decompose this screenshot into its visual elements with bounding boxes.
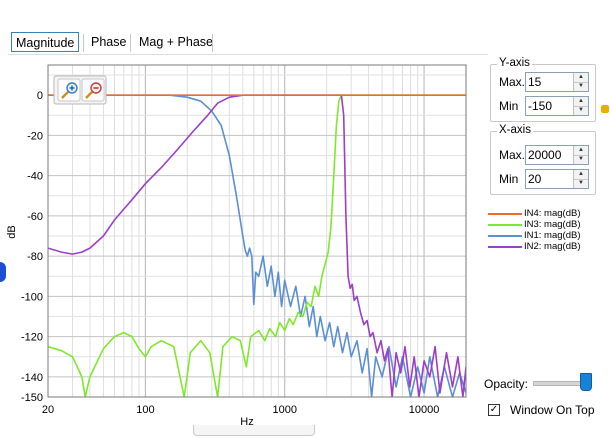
y-tick-label: -150 [21,392,43,404]
y-max-down-icon[interactable]: ▼ [578,83,584,89]
tab-phase[interactable]: Phase [91,35,127,49]
tab-separator [130,34,131,52]
x-axis-group-title: X-axis [497,124,533,136]
zoom-out-button[interactable] [81,78,105,102]
tab-mag-phase[interactable]: Mag + Phase [139,35,214,49]
legend-swatch [488,235,522,237]
x-max-input[interactable] [528,147,570,163]
legend-swatch [488,213,522,215]
y-axis-group-title: Y-axis [497,57,532,69]
legend-swatch [488,246,522,248]
zoom-toolbar [53,75,107,105]
legend-label: IN1: mag(dB) [524,230,581,241]
window-on-top-checkbox[interactable]: ✓ [488,404,500,416]
legend-label: IN3: mag(dB) [524,219,581,230]
right-edge-icon [601,105,609,113]
y-min-input[interactable] [528,98,570,114]
legend-swatch [488,224,522,226]
y-min-label: Min [499,99,519,113]
tab-separator [83,34,84,52]
x-min-input[interactable] [528,171,570,187]
y-tick-label: -120 [21,332,43,344]
tab-underline [8,54,488,55]
legend-item: IN4: mag(dB) [488,208,608,219]
x-max-spin-buttons: ▲ ▼ [573,146,588,164]
tab-magnitude[interactable]: Magnitude [11,32,80,52]
opacity-label: Opacity: [484,377,529,391]
chart-grid [47,65,467,398]
x-max-label: Max. [499,148,526,162]
x-min-label: Min [499,172,519,186]
legend-item: IN2: mag(dB) [488,241,608,252]
x-max-down-icon[interactable]: ▼ [578,156,584,162]
y-tick-label: -40 [27,171,43,183]
x-min-spin-buttons: ▲ ▼ [573,170,588,188]
x-max-spinner[interactable]: ▲ ▼ [525,145,589,165]
x-tick-label: 20 [42,404,54,416]
x-min-spinner[interactable]: ▲ ▼ [525,169,589,189]
y-max-input[interactable] [528,74,570,90]
y-max-label: Max. [499,75,526,89]
y-min-up-icon[interactable]: ▲ [574,97,588,107]
y-max-spin-buttons: ▲ ▼ [573,73,588,91]
series-line [48,94,466,397]
y-tick-label: -80 [27,251,43,263]
y-min-down-icon[interactable]: ▼ [578,107,584,113]
y-min-spinner[interactable]: ▲ ▼ [525,96,589,116]
y-tick-label: -60 [27,211,43,223]
legend-label: IN4: mag(dB) [524,208,581,219]
x-min-down-icon[interactable]: ▼ [578,180,584,186]
y-axis-label: dB [6,225,18,238]
y-axis-group: Y-axis Max. ▲ ▼ Min ▲ ▼ [490,57,596,122]
x-axis-group: X-axis Max. ▲ ▼ Min ▲ ▼ [490,124,596,195]
y-max-up-icon[interactable]: ▲ [574,73,588,83]
plot-background [48,65,466,397]
tab-separator [212,34,213,52]
y-tick-label: -100 [21,291,43,303]
window-on-top-label: Window On Top [510,403,595,417]
bottom-tab-fragment [193,425,315,436]
y-max-spinner[interactable]: ▲ ▼ [525,72,589,92]
x-max-up-icon[interactable]: ▲ [574,146,588,156]
zoom-in-icon [61,82,78,99]
y-tick-label: -20 [27,130,43,142]
x-min-up-icon[interactable]: ▲ [574,170,588,180]
series-line [48,94,466,397]
chart-series [48,94,466,397]
legend-label: IN2: mag(dB) [524,241,581,252]
chart-legend: IN4: mag(dB) IN3: mag(dB) IN1: mag(dB) IN2:… [488,208,608,252]
x-tick-label: 100 [136,404,154,416]
opacity-slider-thumb[interactable] [580,373,592,391]
zoom-out-icon [85,82,102,99]
x-tick-label: 1000 [272,404,296,416]
legend-item: IN1: mag(dB) [488,230,608,241]
y-tick-label: -140 [21,372,43,384]
plot-frame [47,64,467,398]
y-tick-label: 0 [37,90,43,102]
left-edge-fragment [0,262,6,282]
x-tick-label: 10000 [409,404,440,416]
zoom-in-button[interactable] [57,78,81,102]
y-min-spin-buttons: ▲ ▼ [573,97,588,115]
series-line [48,94,466,397]
magnitude-chart[interactable]: 0 -20 -40 -60 -80 -100 -120 -140 -150 20 100 1000 10… [0,60,480,435]
legend-item: IN3: mag(dB) [488,219,608,230]
view-tabs: Magnitude Phase Mag + Phase [0,30,610,56]
